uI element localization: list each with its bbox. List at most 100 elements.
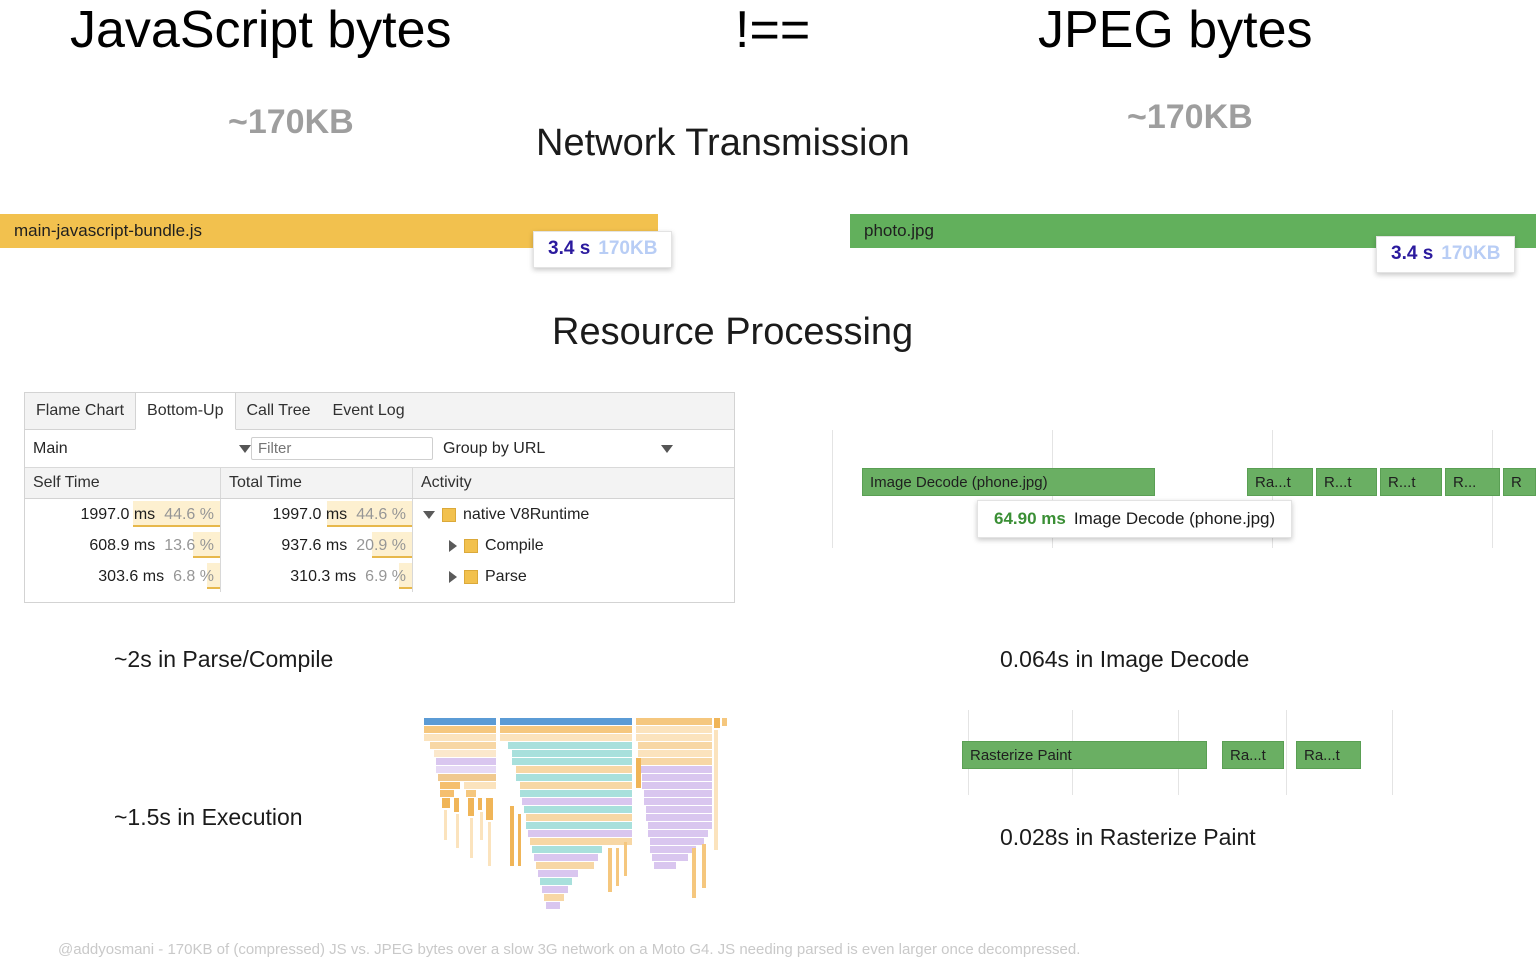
- group-by-select[interactable]: Group by URL: [443, 440, 673, 458]
- footer-caption: @addyosmani - 170KB of (compressed) JS v…: [58, 941, 1081, 958]
- tab-call-tree[interactable]: Call Tree: [236, 393, 322, 429]
- timeline-bar-raster-4-label: R...: [1453, 473, 1477, 491]
- tab-bottom-up[interactable]: Bottom-Up: [135, 393, 236, 430]
- timeline-bar-rasterize-small-1-label: Ra...t: [1230, 746, 1266, 764]
- tab-flame-chart-label: Flame Chart: [36, 402, 125, 419]
- image-decode-timeline: Image Decode (phone.jpg) Ra...t R...t R.…: [820, 430, 1536, 548]
- self-time-ms: 1997.0 ms: [80, 505, 156, 523]
- size-label-right: ~170KB: [1127, 98, 1253, 136]
- timeline-bar-raster-3-label: R...t: [1388, 473, 1416, 491]
- filter-input[interactable]: [251, 437, 433, 460]
- cell-total-time: 937.6 ms 20.9 %: [221, 530, 413, 561]
- total-time-bar: [398, 563, 412, 589]
- gridline: [832, 430, 833, 548]
- flame-chart-icon: [422, 718, 732, 918]
- devtools-toolbar: Main Group by URL: [25, 430, 734, 468]
- activity-label: Compile: [485, 536, 544, 554]
- network-tooltip-image: 3.4 s 170KB: [1376, 236, 1516, 273]
- timeline-bar-raster-2[interactable]: R...t: [1316, 468, 1377, 496]
- self-time-bar: [133, 501, 220, 527]
- network-bar-image-label: photo.jpg: [864, 221, 934, 240]
- network-tooltip-javascript-time: 3.4 s: [548, 238, 591, 259]
- self-time-pct: 44.6 %: [164, 505, 214, 523]
- triangle-right-icon[interactable]: [449, 570, 457, 583]
- column-header-self-time[interactable]: Self Time: [25, 468, 221, 498]
- timeline-bar-raster-4[interactable]: R...: [1445, 468, 1500, 496]
- gridline: [1392, 710, 1393, 795]
- network-tooltip-javascript-size: 170KB: [598, 238, 658, 259]
- column-header-activity[interactable]: Activity: [421, 474, 472, 491]
- image-decode-tooltip-time: 64.90 ms: [994, 509, 1066, 528]
- self-time-ms: 303.6 ms: [98, 567, 165, 585]
- cell-total-time: 310.3 ms 6.9 %: [221, 561, 413, 592]
- total-time-bar: [372, 532, 412, 558]
- color-swatch-icon: [464, 569, 478, 584]
- note-image-raster: 0.028s in Rasterize Paint: [1000, 824, 1256, 850]
- cell-total-time: 1997.0 ms 44.6 %: [221, 499, 413, 530]
- total-time-pct: 6.9 %: [365, 567, 406, 585]
- total-time-bar: [326, 501, 412, 527]
- timeline-bar-raster-3[interactable]: R...t: [1380, 468, 1442, 496]
- network-tooltip-image-size: 170KB: [1441, 243, 1501, 264]
- timeline-bar-raster-5-label: R: [1511, 473, 1522, 491]
- self-time-ms: 608.9 ms: [89, 536, 156, 554]
- table-row[interactable]: 303.6 ms 6.8 % 310.3 ms 6.9 % Parse: [25, 561, 734, 592]
- thread-select-label: Main: [33, 439, 68, 457]
- chevron-down-icon: [239, 444, 251, 453]
- self-time-bar: [206, 563, 220, 589]
- table-row[interactable]: 1997.0 ms 44.6 % 1997.0 ms 44.6 % native…: [25, 499, 734, 530]
- note-image-decode: 0.064s in Image Decode: [1000, 646, 1250, 672]
- table-row[interactable]: 608.9 ms 13.6 % 937.6 ms 20.9 % Compile: [25, 530, 734, 561]
- section-title-network: Network Transmission: [536, 122, 910, 164]
- total-time-pct: 20.9 %: [356, 536, 406, 554]
- devtools-tabstrip: Flame Chart Bottom-Up Call Tree Event Lo…: [25, 393, 734, 430]
- devtools-bottom-up-panel: Flame Chart Bottom-Up Call Tree Event Lo…: [24, 392, 735, 603]
- cell-activity: native V8Runtime: [413, 499, 734, 530]
- triangle-down-icon[interactable]: [423, 510, 435, 519]
- cell-self-time: 608.9 ms 13.6 %: [25, 530, 221, 561]
- timeline-bar-rasterize-small-1[interactable]: Ra...t: [1222, 741, 1284, 769]
- tab-event-log[interactable]: Event Log: [322, 393, 416, 429]
- color-swatch-icon: [442, 507, 456, 522]
- timeline-bar-raster-1[interactable]: Ra...t: [1247, 468, 1313, 496]
- timeline-bar-raster-5[interactable]: R: [1503, 468, 1536, 496]
- timeline-bar-image-decode[interactable]: Image Decode (phone.jpg): [862, 468, 1155, 496]
- triangle-right-icon[interactable]: [449, 539, 457, 552]
- timeline-bar-rasterize-paint[interactable]: Rasterize Paint: [962, 741, 1207, 769]
- network-bar-javascript-label: main-javascript-bundle.js: [14, 221, 203, 240]
- table-header-row: Self Time Total Time Activity: [25, 468, 734, 499]
- headline-right: JPEG bytes: [1038, 1, 1313, 59]
- cell-self-time: 1997.0 ms 44.6 %: [25, 499, 221, 530]
- image-decode-tooltip: 64.90 ms Image Decode (phone.jpg): [977, 500, 1293, 538]
- cell-activity: Compile: [413, 530, 734, 561]
- thread-select[interactable]: Main: [33, 440, 251, 458]
- network-tooltip-javascript: 3.4 s 170KB: [533, 231, 673, 268]
- total-time-ms: 1997.0 ms: [272, 505, 348, 523]
- headline-left: JavaScript bytes: [70, 1, 452, 59]
- tab-bottom-up-label: Bottom-Up: [147, 402, 224, 419]
- size-label-left: ~170KB: [228, 103, 354, 141]
- rasterize-paint-timeline: Rasterize Paint Ra...t Ra...t: [960, 710, 1460, 795]
- total-time-pct: 44.6 %: [356, 505, 406, 523]
- note-js-parse: ~2s in Parse/Compile: [114, 646, 334, 672]
- timeline-bar-raster-1-label: Ra...t: [1255, 473, 1291, 491]
- group-by-select-label: Group by URL: [443, 439, 546, 457]
- tab-flame-chart[interactable]: Flame Chart: [25, 393, 135, 429]
- note-js-execution: ~1.5s in Execution: [114, 804, 303, 830]
- tab-call-tree-label: Call Tree: [246, 402, 311, 419]
- timeline-bar-rasterize-paint-label: Rasterize Paint: [970, 746, 1072, 764]
- gridline: [1286, 710, 1287, 795]
- self-time-pct: 6.8 %: [173, 567, 214, 585]
- total-time-ms: 310.3 ms: [290, 567, 357, 585]
- timeline-bar-image-decode-label: Image Decode (phone.jpg): [870, 473, 1048, 491]
- total-time-ms: 937.6 ms: [281, 536, 348, 554]
- column-header-total-time[interactable]: Total Time: [221, 468, 413, 498]
- activity-label: native V8Runtime: [463, 505, 590, 523]
- section-title-processing: Resource Processing: [552, 311, 914, 353]
- self-time-pct: 13.6 %: [164, 536, 214, 554]
- activity-label: Parse: [485, 567, 527, 585]
- flame-chart-thumbnail: [422, 718, 732, 918]
- tab-event-log-label: Event Log: [332, 402, 405, 419]
- timeline-bar-rasterize-small-2[interactable]: Ra...t: [1296, 741, 1361, 769]
- chevron-down-icon: [661, 444, 673, 453]
